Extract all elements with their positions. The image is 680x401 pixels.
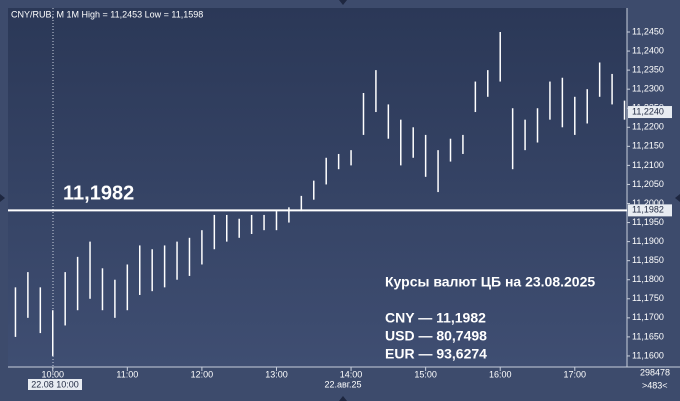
y-tick-label: 11,1950 <box>632 217 664 227</box>
x-tick-label: 15:00 <box>414 369 437 379</box>
y-tick-label: 11,2450 <box>632 26 664 36</box>
level-box <box>628 204 672 217</box>
y-tick-label: 11,2150 <box>632 141 664 151</box>
last-price-label: 11,2240 <box>632 106 664 116</box>
y-tick-label: 11,2400 <box>632 45 664 55</box>
y-tick-label: 11,1700 <box>632 312 664 322</box>
y-tick-label: 11,1650 <box>632 331 664 341</box>
annotation: USD — 80,7498 <box>385 328 487 344</box>
annotation: CNY — 11,1982 <box>385 310 486 326</box>
nav-arrow <box>339 0 347 5</box>
plot-area <box>8 8 627 367</box>
y-tick-label: 11,2300 <box>632 84 664 94</box>
y-tick-label: 11,2350 <box>632 64 664 74</box>
cursor-box <box>28 379 82 390</box>
x-tick-label: 14:00 <box>340 369 363 379</box>
nav-arrow <box>0 194 5 202</box>
y-tick-label: 11,1750 <box>632 293 664 303</box>
last-price-box <box>628 106 672 119</box>
y-tick-label: 11,1600 <box>632 350 664 360</box>
x-tick-label: 11:00 <box>116 369 138 379</box>
cursor-label: 22.08 10:00 <box>31 379 79 389</box>
footer-right: >483< <box>642 380 668 390</box>
x-tick-label: 12:00 <box>191 369 214 379</box>
footer-right: 298478 <box>640 367 670 377</box>
annotation: Курсы валют ЦБ на 23.08.2025 <box>385 274 595 290</box>
y-tick-label: 11,1850 <box>632 255 664 265</box>
y-tick-label: 11,2000 <box>632 198 664 208</box>
nav-arrow <box>675 194 680 202</box>
y-tick-label: 11,1900 <box>632 236 664 246</box>
y-tick-label: 11,1800 <box>632 274 664 284</box>
annotation: EUR — 93,6274 <box>385 346 487 362</box>
level-label: 11,1982 <box>63 183 134 205</box>
nav-arrow <box>339 396 347 401</box>
y-tick-label: 11,2050 <box>632 179 664 189</box>
y-tick-label: 11,2200 <box>632 122 664 132</box>
x-tick-label: 17:00 <box>564 369 587 379</box>
x-tick-label: 16:00 <box>489 369 512 379</box>
x-tick-label: 10:00 <box>41 369 64 379</box>
y-tick-label: 11,2100 <box>632 160 664 170</box>
level-axis-label: 11,1982 <box>632 205 664 215</box>
date-label: 22.авг.25 <box>325 379 362 389</box>
x-tick-label: 13:00 <box>265 369 288 379</box>
chart-title: CNY/RUB, M 1M High = 11,2453 Low = 11,15… <box>11 9 203 19</box>
